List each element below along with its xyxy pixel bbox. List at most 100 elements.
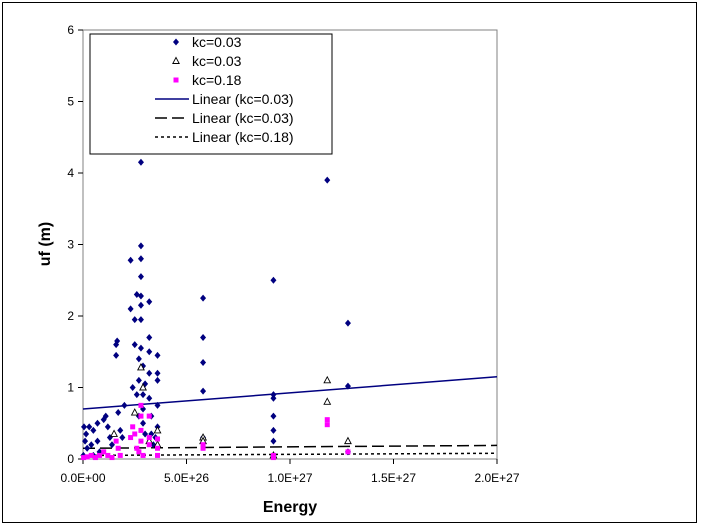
series-1-point [94,419,101,427]
series-3-point [155,445,161,451]
series-1-point [135,376,142,384]
series-3-point [117,452,123,458]
series-3-point [134,445,140,451]
series-3-point [324,417,330,423]
y-tick-label: 6 [67,23,74,37]
series-3-point [109,455,115,461]
series-1-point [140,391,147,399]
series-3-point [155,436,161,442]
series-1-point [137,344,144,352]
y-tick-label: 0 [67,452,74,466]
series-1-point [113,351,120,359]
series-3-point [81,455,87,461]
series-2-point [137,363,145,371]
x-tick-label: 5.0E+26 [164,471,209,485]
y-tick-label: 4 [67,166,74,180]
series-1-point [270,391,277,399]
series-1-point [146,348,153,356]
series-3-point [345,449,351,455]
series-1-point [344,319,351,327]
series-1-point [270,426,277,434]
legend-trend-label-3: Linear (kc=0.18) [192,129,294,145]
series-1-point [94,437,101,445]
series-1-point [200,333,207,341]
series-3-point [324,422,330,428]
series-1-point [154,401,161,409]
series-1-point [137,301,144,309]
series-1-point [115,409,122,417]
series-1-point [142,430,149,438]
series-3-point [138,402,144,408]
series-3-point [92,455,98,461]
x-tick-label: 0.0E+00 [60,471,105,485]
series-1-point [129,384,136,391]
series-3-point [105,452,111,458]
series-2-point [139,383,147,391]
series-1-point [270,412,277,420]
series-1-point [83,430,90,438]
legend-label-3: kc=0.18 [192,72,242,88]
series-1-point [88,441,95,449]
legend-trend-label-2: Linear (kc=0.03) [192,110,294,126]
series-1-point [344,382,351,390]
y-tick-label: 5 [67,95,74,109]
series-1-point [104,423,111,431]
series-2-point [323,397,332,405]
series-2-point [130,408,139,416]
series-3-point [138,427,144,433]
series-3-point [146,442,152,448]
series-1-point [324,176,331,184]
legend-box [89,33,333,155]
legend: kc=0.03 kc=0.03 kc=0.18 Linear (kc=0.03) Lin… [89,33,333,155]
legend-marker-1 [173,38,179,46]
series-2-point [110,429,118,437]
series-1-point [137,242,144,250]
series-1-point [137,292,144,300]
series-3-point [113,438,119,444]
series-2-point [323,375,332,384]
series-1-point [114,337,121,345]
series-1-point [137,158,144,166]
series-1-point [135,355,142,363]
series-1-point [146,333,153,341]
series-2-point [344,436,352,445]
series-1-point [154,351,161,359]
series-1-point [108,441,115,449]
series-1-point [137,316,144,324]
series-3-point [115,445,121,451]
series-1-point [200,294,207,302]
series-1-point [270,276,277,284]
series-1-point [84,444,91,452]
series-1-point [154,369,161,377]
series-1-point [90,426,97,434]
series-1-point [146,369,153,377]
series-2-point [153,425,162,434]
trendline-1 [82,376,498,410]
series-3-point [130,424,136,430]
series-3-point [101,449,107,455]
y-axis-ticks: 0 1 2 3 4 5 6 [67,23,83,466]
series-3-point [97,452,103,458]
series-3-point [84,454,90,460]
trendlines [82,376,498,457]
series-3-point [136,449,142,455]
series-1-point [270,437,277,445]
series-3-point [200,445,206,451]
series-1-point [127,256,134,264]
series-3-point [138,438,144,444]
series-1-point [270,394,277,402]
series-1-point [82,437,89,445]
series-1-point [102,412,109,420]
series-1-point [119,434,126,442]
legend-label-1: kc=0.03 [192,34,242,50]
series-1-point [137,255,144,263]
series-1-point [200,387,207,395]
series-3-point [146,413,152,419]
legend-marker-2 [172,56,180,64]
x-tick-label: 1.5E+27 [371,471,416,485]
series-1-point [200,358,207,366]
y-tick-label: 2 [67,309,74,323]
y-tick-label: 3 [67,238,74,252]
series-3-point [138,413,144,419]
series-3-point [88,452,94,458]
